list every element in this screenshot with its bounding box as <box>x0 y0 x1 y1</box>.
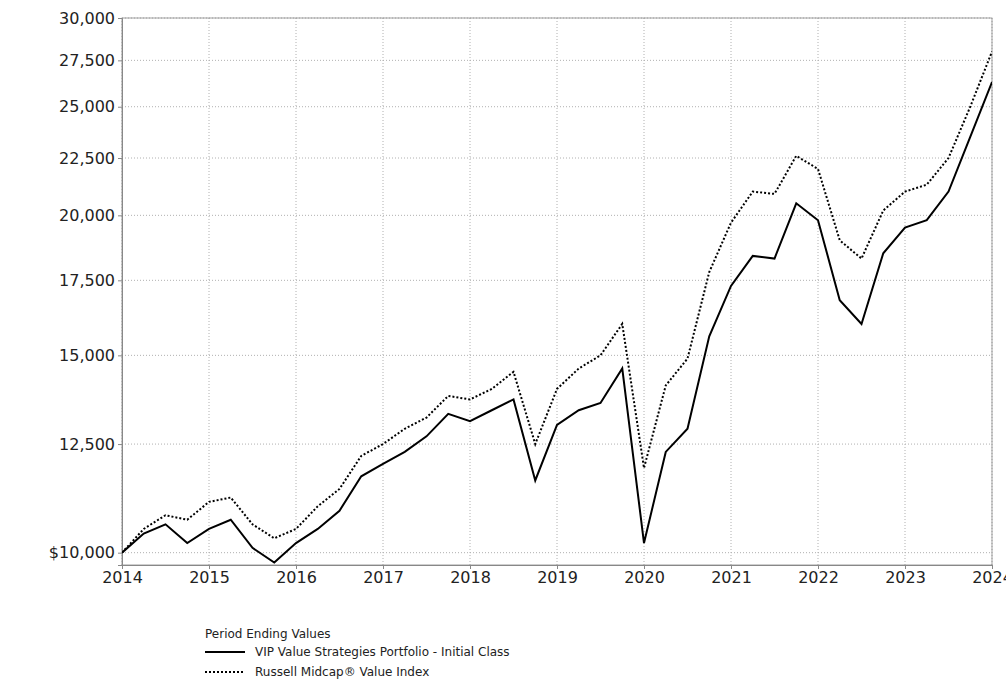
y-tick-mark <box>118 215 122 216</box>
series-line <box>122 52 992 553</box>
x-tick: 2017 <box>363 565 404 587</box>
y-tick-label: $10,000 <box>49 543 115 562</box>
x-tick: 2023 <box>885 565 926 587</box>
y-tick: 20,000 <box>59 206 122 225</box>
x-tick-label: 2019 <box>537 568 578 587</box>
grid-line <box>557 18 558 565</box>
x-tick: 2021 <box>711 565 752 587</box>
y-tick-mark <box>118 158 122 159</box>
y-tick-label: 22,500 <box>59 149 115 168</box>
y-tick-label: 20,000 <box>59 206 115 225</box>
grid-line <box>470 18 471 565</box>
y-tick-mark <box>118 107 122 108</box>
legend-label: Russell Midcap® Value Index <box>255 665 429 679</box>
x-tick-label: 2023 <box>885 568 926 587</box>
x-tick: 2018 <box>450 565 491 587</box>
legend-swatch <box>205 651 245 653</box>
y-tick: 25,000 <box>59 97 122 116</box>
y-tick-label: 27,500 <box>59 51 115 70</box>
x-axis: 2014 2015 2016 2017 2018 2019 2020 2021 2022 2023… <box>102 565 1006 587</box>
y-tick: 22,500 <box>59 149 122 168</box>
y-tick-mark <box>118 60 122 61</box>
y-tick-label: 12,500 <box>59 435 115 454</box>
x-tick-label: 2021 <box>711 568 752 587</box>
y-tick: $10,000 <box>49 543 122 562</box>
y-tick-label: 15,000 <box>59 346 115 365</box>
grid-line <box>905 18 906 565</box>
y-tick: 30,000 <box>59 9 122 28</box>
y-tick: 12,500 <box>59 435 122 454</box>
y-tick-mark <box>118 280 122 281</box>
y-tick: 17,500 <box>59 271 122 290</box>
x-tick: 2019 <box>537 565 578 587</box>
y-tick-label: 17,500 <box>59 271 115 290</box>
series-line <box>122 82 992 562</box>
x-tick: 2022 <box>798 565 839 587</box>
x-tick-label: 2015 <box>189 568 230 587</box>
y-tick-label: 25,000 <box>59 97 115 116</box>
legend-swatch <box>205 671 245 673</box>
legend: Period Ending Values VIP Value Strategies… <box>205 627 510 679</box>
x-tick-label: 2016 <box>276 568 317 587</box>
y-tick-mark <box>118 355 122 356</box>
x-tick: 2014 <box>102 565 143 587</box>
y-axis: $10,000 12,500 15,000 17,500 20,000 22,500 25,… <box>49 9 123 566</box>
grid-line <box>122 106 992 107</box>
y-tick-mark <box>118 444 122 445</box>
grid-line <box>644 18 645 565</box>
grid-line <box>731 18 732 565</box>
x-tick-label: 2018 <box>450 568 491 587</box>
x-tick: 2016 <box>276 565 317 587</box>
x-tick-label: 2024 <box>972 568 1006 587</box>
y-tick-label: 30,000 <box>59 9 115 28</box>
grid-line <box>209 18 210 565</box>
y-tick-mark <box>118 18 122 19</box>
legend-label: VIP Value Strategies Portfolio - Initial… <box>255 645 510 659</box>
y-tick-mark <box>118 553 122 554</box>
grid-line <box>296 18 297 565</box>
x-tick: 2020 <box>624 565 665 587</box>
y-tick: 27,500 <box>59 51 122 70</box>
x-tick: 2024 <box>972 565 1006 587</box>
grid <box>122 18 992 565</box>
y-axis-line <box>118 19 123 566</box>
lines <box>122 52 992 563</box>
x-tick-label: 2020 <box>624 568 665 587</box>
plot-frame <box>122 18 992 565</box>
legend-title: Period Ending Values <box>205 627 331 641</box>
grid-line <box>122 158 992 159</box>
x-tick-label: 2014 <box>102 568 143 587</box>
x-tick: 2015 <box>189 565 230 587</box>
grid-line <box>818 18 819 565</box>
grid-line <box>383 18 384 565</box>
x-tick-label: 2022 <box>798 568 839 587</box>
grid-line <box>122 215 992 216</box>
x-tick-label: 2017 <box>363 568 404 587</box>
y-tick: 15,000 <box>59 346 122 365</box>
